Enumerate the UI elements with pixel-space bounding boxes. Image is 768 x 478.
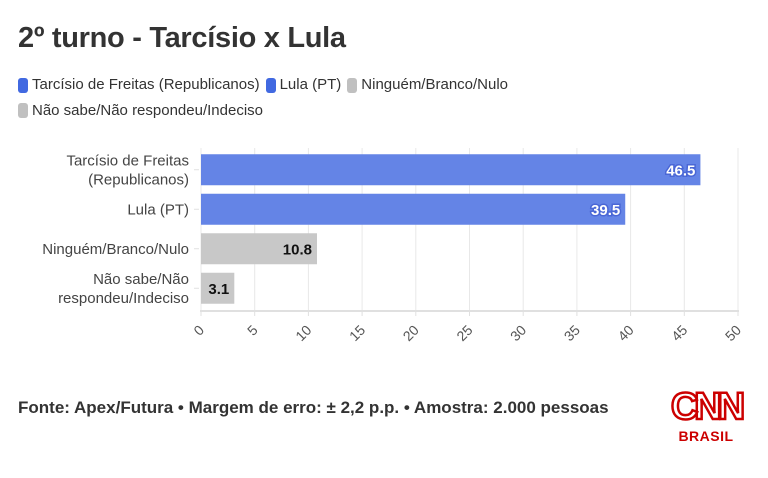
- legend-label: Lula (PT): [279, 76, 342, 93]
- category-label: Ninguém/Branco/Nulo: [42, 241, 189, 258]
- category-label: (Republicanos): [88, 171, 189, 188]
- bar-value-label: 46.5: [666, 162, 695, 179]
- legend-swatch: [18, 77, 28, 93]
- x-tick-label: 25: [453, 322, 475, 344]
- legend: Tarcísio de Freitas (Republicanos) Lula (…: [18, 74, 618, 125]
- legend-item[interactable]: Não sabe/Não respondeu/Indeciso: [18, 100, 263, 122]
- x-tick-label: 40: [614, 322, 636, 344]
- category-label: Não sabe/Não: [93, 271, 189, 288]
- category-label: respondeu/Indeciso: [58, 290, 189, 307]
- bar: [201, 272, 235, 304]
- legend-item[interactable]: Tarcísio de Freitas (Republicanos): [18, 74, 260, 96]
- category-label: Tarcísio de Freitas: [66, 152, 189, 169]
- category-label: Lula (PT): [127, 201, 189, 218]
- legend-label: Tarcísio de Freitas (Republicanos): [32, 76, 260, 93]
- x-tick-label: 50: [722, 322, 744, 344]
- bar-value-label: 3.1: [208, 281, 229, 298]
- x-tick-label: 30: [507, 322, 529, 344]
- chart-title: 2º turno - Tarcísio x Lula: [18, 22, 346, 54]
- source-note: Fonte: Apex/Futura • Margem de erro: ± 2…: [18, 398, 609, 417]
- legend-label: Ninguém/Branco/Nulo: [361, 76, 509, 93]
- x-tick-label: 0: [190, 322, 207, 339]
- legend-label: Não sabe/Não respondeu/Indeciso: [32, 101, 263, 119]
- logo-cnn-text: CNN: [670, 386, 747, 428]
- x-tick-label: 15: [346, 322, 368, 344]
- legend-swatch: [347, 77, 358, 93]
- bar-value-label: 10.8: [283, 241, 312, 258]
- x-tick-label: 35: [561, 322, 583, 344]
- bar: [201, 193, 626, 225]
- legend-item[interactable]: Lula (PT): [265, 74, 342, 96]
- legend-swatch: [18, 103, 28, 118]
- legend-item[interactable]: Ninguém/Branco/Nulo: [347, 74, 508, 96]
- logo-brasil-text: BRASIL: [678, 428, 734, 444]
- x-tick-label: 45: [668, 322, 690, 344]
- bar: [201, 154, 701, 186]
- x-tick-label: 20: [400, 322, 422, 344]
- legend-swatch: [265, 77, 276, 93]
- x-tick-label: 5: [244, 322, 261, 339]
- bar-value-label: 39.5: [591, 202, 620, 219]
- cnn-brasil-logo: CNN BRASIL: [668, 386, 747, 444]
- x-tick-label: 10: [292, 322, 314, 344]
- bar: [201, 233, 317, 265]
